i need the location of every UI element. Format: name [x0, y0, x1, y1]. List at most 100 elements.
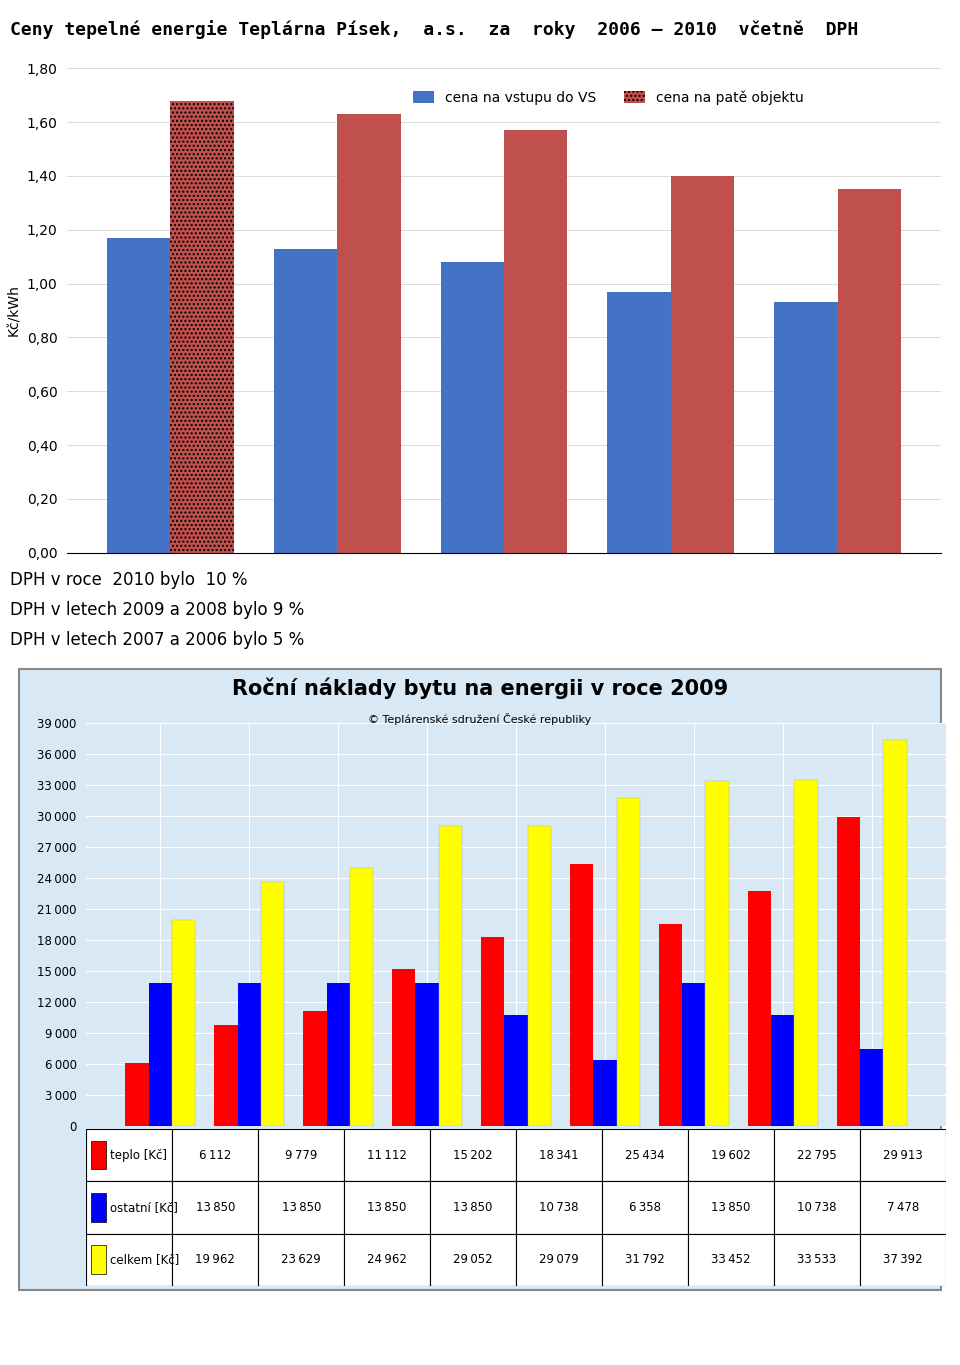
Text: 6 358: 6 358 — [629, 1201, 660, 1213]
Bar — [748, 891, 771, 1126]
Bar — [795, 779, 818, 1126]
Bar — [126, 1063, 149, 1126]
Bar — [602, 1234, 687, 1286]
Bar — [774, 1234, 860, 1286]
Bar — [602, 1129, 687, 1181]
Bar — [860, 1129, 946, 1181]
Bar — [345, 1181, 430, 1234]
Bar — [860, 1048, 883, 1126]
Bar — [775, 303, 838, 553]
Bar — [337, 115, 400, 553]
Bar — [602, 1181, 687, 1234]
Bar — [258, 1181, 345, 1234]
Bar — [173, 1129, 258, 1181]
Bar — [570, 864, 593, 1126]
Bar — [504, 130, 567, 553]
Bar — [516, 1181, 602, 1234]
Bar — [687, 1129, 774, 1181]
Bar — [173, 1234, 258, 1286]
Text: 15 202: 15 202 — [453, 1148, 492, 1162]
Text: 11 112: 11 112 — [367, 1148, 407, 1162]
Bar — [258, 1129, 345, 1181]
Text: 19 602: 19 602 — [711, 1148, 751, 1162]
Bar — [774, 1129, 860, 1181]
Bar — [303, 1011, 326, 1126]
Bar — [86, 1181, 173, 1234]
Bar — [90, 1193, 107, 1222]
Bar — [687, 1234, 774, 1286]
Bar — [774, 1181, 860, 1234]
Bar — [687, 1181, 774, 1234]
Text: 25 434: 25 434 — [625, 1148, 664, 1162]
Bar — [274, 248, 337, 553]
Text: 7 478: 7 478 — [886, 1201, 919, 1213]
Bar — [671, 176, 734, 553]
Bar — [516, 1234, 602, 1286]
Bar — [481, 936, 504, 1126]
Text: 31 792: 31 792 — [625, 1253, 664, 1267]
Bar — [860, 1181, 946, 1234]
Text: Ceny tepelné energie Teplárna Písek,  a.s.  za  roky  2006 – 2010  včetně  DPH: Ceny tepelné energie Teplárna Písek, a.s… — [10, 20, 858, 40]
Text: 23 629: 23 629 — [281, 1253, 321, 1267]
Text: teplo [Kč]: teplo [Kč] — [110, 1148, 167, 1162]
Text: 13 850: 13 850 — [281, 1201, 321, 1213]
Bar — [528, 826, 551, 1126]
Bar — [173, 1181, 258, 1234]
Bar — [683, 983, 706, 1126]
Text: 10 738: 10 738 — [540, 1201, 579, 1213]
Bar — [416, 983, 439, 1126]
Bar — [430, 1181, 516, 1234]
Bar — [838, 190, 901, 553]
Text: 19 962: 19 962 — [195, 1253, 235, 1267]
Text: 33 533: 33 533 — [797, 1253, 836, 1267]
Bar — [439, 826, 462, 1126]
Text: DPH v letech 2007 a 2006 bylo 5 %: DPH v letech 2007 a 2006 bylo 5 % — [10, 631, 304, 648]
Text: 6 112: 6 112 — [199, 1148, 231, 1162]
Bar — [616, 799, 639, 1126]
Bar — [430, 1129, 516, 1181]
Text: 22 795: 22 795 — [797, 1148, 836, 1162]
Text: 10 738: 10 738 — [797, 1201, 836, 1213]
Bar — [90, 1141, 107, 1170]
Bar — [326, 983, 349, 1126]
Text: 29 052: 29 052 — [453, 1253, 492, 1267]
Text: 18 341: 18 341 — [540, 1148, 579, 1162]
Bar — [149, 983, 172, 1126]
Text: 24 962: 24 962 — [367, 1253, 407, 1267]
Text: DPH v letech 2009 a 2008 bylo 9 %: DPH v letech 2009 a 2008 bylo 9 % — [10, 601, 304, 618]
Bar — [660, 924, 683, 1126]
Text: 13 850: 13 850 — [196, 1201, 235, 1213]
Bar — [214, 1025, 237, 1126]
Text: celkem [Kč]: celkem [Kč] — [110, 1253, 180, 1267]
Bar — [837, 818, 860, 1126]
Bar — [258, 1234, 345, 1286]
Text: 33 452: 33 452 — [711, 1253, 751, 1267]
Bar — [261, 882, 284, 1126]
Legend: cena na vstupu do VS, cena na patě objektu: cena na vstupu do VS, cena na patě objek… — [408, 85, 809, 111]
Bar — [608, 292, 671, 553]
Text: © Teplárenské sdružení České republiky: © Teplárenské sdružení České republiky — [369, 713, 591, 725]
Text: 37 392: 37 392 — [883, 1253, 923, 1267]
Text: 9 779: 9 779 — [285, 1148, 318, 1162]
Y-axis label: Kč/kWh: Kč/kWh — [7, 284, 21, 337]
Bar — [593, 1061, 616, 1126]
Bar — [771, 1016, 795, 1126]
Bar — [441, 262, 504, 553]
Bar — [393, 969, 416, 1126]
Text: 29 079: 29 079 — [540, 1253, 579, 1267]
Bar — [504, 1016, 528, 1126]
Bar — [883, 740, 906, 1126]
Bar — [107, 238, 170, 553]
Bar — [86, 1129, 173, 1181]
Bar — [345, 1129, 430, 1181]
Text: 29 913: 29 913 — [883, 1148, 923, 1162]
Text: 13 850: 13 850 — [711, 1201, 751, 1213]
Text: Roční náklady bytu na energii v roce 2009: Roční náklady bytu na energii v roce 200… — [232, 677, 728, 699]
Text: ostatní [Kč]: ostatní [Kč] — [110, 1201, 179, 1213]
Bar — [345, 1234, 430, 1286]
Bar — [516, 1129, 602, 1181]
Bar — [170, 101, 233, 553]
Bar — [237, 983, 261, 1126]
Bar — [86, 1234, 173, 1286]
Bar — [430, 1234, 516, 1286]
